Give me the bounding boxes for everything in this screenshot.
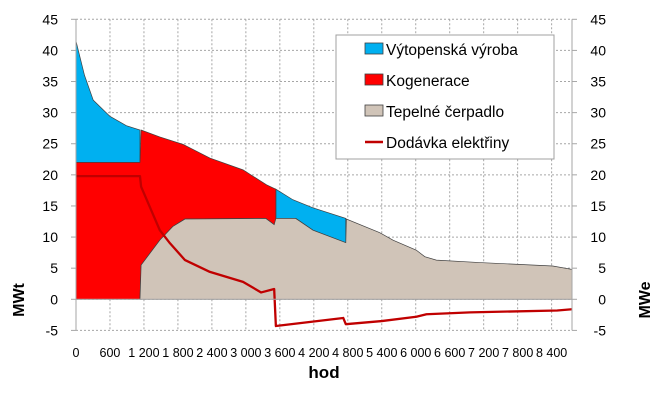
legend-box (335, 34, 555, 160)
y-tick-label-left: 5 (50, 260, 58, 276)
y-axis-right-label: MWe (637, 281, 654, 318)
axes (71, 18, 577, 331)
area-tepeln-erpadlo (139, 218, 573, 300)
y-tick-label-right: 0 (598, 291, 606, 307)
x-tick-label: 600 (100, 346, 121, 360)
y-tick-label-left: -5 (46, 322, 59, 338)
y-tick-label-right: 45 (590, 11, 606, 27)
y-tick-label-left: 20 (42, 167, 58, 183)
x-tick-label: 2 400 (196, 346, 227, 360)
y-tick-label-left: 25 (42, 136, 58, 152)
legend-swatch (364, 42, 384, 55)
y-tick-label-left: 45 (42, 11, 58, 27)
x-tick-label: 4 800 (332, 346, 363, 360)
x-tick-label: 7 200 (468, 346, 499, 360)
y-tick-label-right: 10 (590, 229, 606, 245)
y-tick-label-right: 5 (598, 260, 606, 276)
x-tick-label: 8 400 (536, 346, 567, 360)
y-tick-label-right: 30 (590, 105, 606, 121)
legend-swatch (364, 104, 384, 117)
y-tick-label-right: 25 (590, 136, 606, 152)
legend-label: Dodávka elektřiny (386, 135, 509, 152)
x-tick-label: 1 200 (128, 346, 159, 360)
y-tick-label-right: 40 (590, 42, 606, 58)
x-tick-label: 4 200 (298, 346, 329, 360)
x-tick-label: 5 400 (366, 346, 397, 360)
x-axis-label: hod (308, 363, 339, 382)
legend-label: Tepelné čerpadlo (386, 104, 504, 121)
legend-label: Výtopenská výroba (386, 42, 518, 59)
y-tick-label-right: 35 (590, 74, 606, 90)
y-tick-label-left: 15 (42, 198, 58, 214)
y-tick-label-left: 0 (50, 291, 58, 307)
y-axis-left-label: MWt (11, 282, 28, 316)
area-v-topensk-v-roba (75, 40, 141, 163)
legend-swatch (364, 73, 384, 86)
plot-areas (75, 40, 573, 300)
y-tick-label-right: 15 (590, 198, 606, 214)
y-tick-label-right: 20 (590, 167, 606, 183)
x-tick-label: 6 000 (400, 346, 431, 360)
y-tick-label-right: -5 (594, 322, 607, 338)
plot-lines (76, 174, 573, 328)
y-tick-label-left: 10 (42, 229, 58, 245)
legend: Výtopenská výroba Kogenerace Tepelné čerpa… (335, 34, 555, 160)
x-tick-label: 1 800 (162, 346, 193, 360)
y-tick-label-left: 40 (42, 42, 58, 58)
y-tick-label-left: 35 (42, 74, 58, 90)
y-tick-label-left: 30 (42, 105, 58, 121)
x-tick-label: 3 600 (264, 346, 295, 360)
x-tick-label: 0 (73, 346, 80, 360)
legend-label: Kogenerace (386, 73, 470, 90)
x-tick-label: 7 800 (502, 346, 533, 360)
x-tick-label: 6 600 (434, 346, 465, 360)
x-tick-label: 3 000 (230, 346, 261, 360)
line-dodavka-elektriny (76, 174, 573, 328)
tick-labels: -5 -5 0 0 5 5 10 10 15 15 20 20 25 25 30 30 35 35 40 40 45 45… (42, 11, 606, 360)
